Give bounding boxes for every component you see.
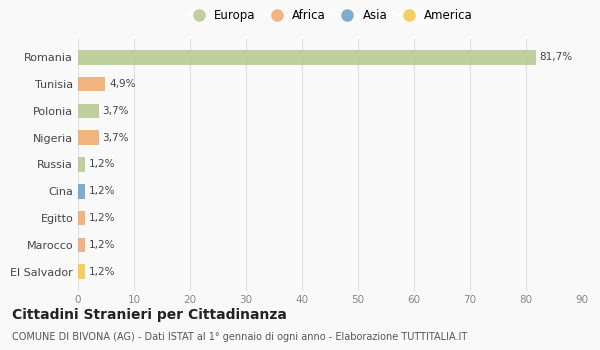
- Text: 81,7%: 81,7%: [539, 52, 572, 62]
- Bar: [78, 77, 106, 91]
- Text: 1,2%: 1,2%: [89, 160, 115, 169]
- Text: Cittadini Stranieri per Cittadinanza: Cittadini Stranieri per Cittadinanza: [12, 308, 287, 322]
- Bar: [78, 264, 85, 279]
- Text: 1,2%: 1,2%: [89, 240, 115, 250]
- Bar: [78, 50, 536, 65]
- Text: 1,2%: 1,2%: [89, 213, 115, 223]
- Bar: [78, 157, 85, 172]
- Bar: [78, 184, 85, 199]
- Text: 4,9%: 4,9%: [109, 79, 136, 89]
- Bar: [78, 238, 85, 252]
- Bar: [78, 211, 85, 225]
- Text: COMUNE DI BIVONA (AG) - Dati ISTAT al 1° gennaio di ogni anno - Elaborazione TUT: COMUNE DI BIVONA (AG) - Dati ISTAT al 1°…: [12, 332, 467, 343]
- Bar: [78, 104, 99, 118]
- Text: 3,7%: 3,7%: [103, 106, 129, 116]
- Bar: [78, 130, 99, 145]
- Legend: Europa, Africa, Asia, America: Europa, Africa, Asia, America: [182, 4, 478, 27]
- Text: 1,2%: 1,2%: [89, 267, 115, 277]
- Text: 1,2%: 1,2%: [89, 186, 115, 196]
- Text: 3,7%: 3,7%: [103, 133, 129, 143]
